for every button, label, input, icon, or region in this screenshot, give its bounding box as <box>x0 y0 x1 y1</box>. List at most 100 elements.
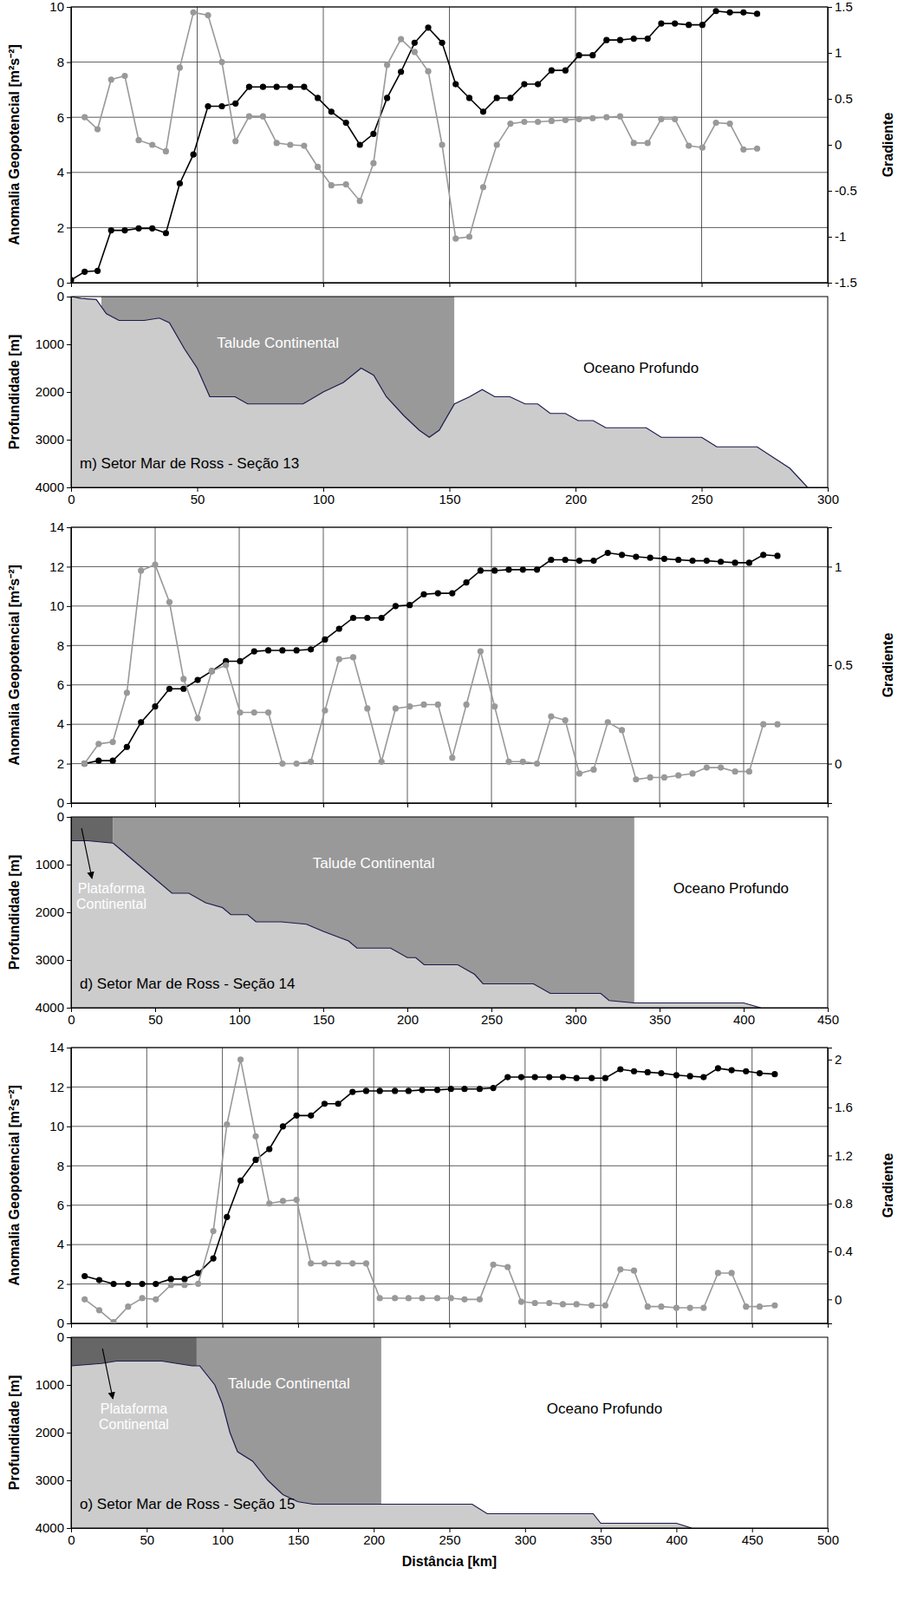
tick-label: 3000 <box>35 951 65 967</box>
data-point <box>81 760 88 767</box>
tick-mark <box>66 1431 72 1433</box>
data-point <box>644 1068 651 1075</box>
arrow <box>81 827 92 878</box>
data-point <box>685 21 692 28</box>
data-point <box>717 764 724 771</box>
region-label: PlataformaContinental <box>76 880 147 911</box>
figure: 0246810-1.5-1-0.500.511.5Anomalia Geopot… <box>0 0 904 1600</box>
y-axis: 0246810 <box>49 0 72 290</box>
data-point <box>223 1213 230 1220</box>
data-point <box>448 1294 455 1301</box>
tick-mark <box>659 802 661 807</box>
tick-label: 2000 <box>35 904 65 919</box>
data-point <box>728 1066 735 1074</box>
tick: 100 <box>212 1527 235 1547</box>
data-point <box>166 598 173 605</box>
tick-mark <box>752 1322 754 1327</box>
grid-line <box>71 683 828 685</box>
data-point <box>438 141 445 148</box>
tick-mark <box>827 190 833 192</box>
data-point <box>377 1294 384 1301</box>
data-point <box>180 675 187 682</box>
tick-label: 8 <box>57 54 65 70</box>
data-point <box>383 61 391 68</box>
data-point <box>279 760 286 767</box>
data-point <box>260 113 267 120</box>
tick-mark <box>66 1164 72 1166</box>
data-point <box>135 225 142 232</box>
data-point <box>435 589 442 596</box>
data-point <box>81 1272 88 1279</box>
tick: 300 <box>514 1527 537 1547</box>
data-point <box>151 561 158 568</box>
data-point <box>364 614 371 621</box>
tick: 50 <box>190 487 206 507</box>
tick-label: 0 <box>57 274 65 290</box>
data-point <box>108 227 115 234</box>
tick: 6 <box>57 1196 72 1212</box>
tick-label: 8 <box>57 1157 65 1173</box>
data-point <box>95 740 102 747</box>
seafloor-line <box>71 296 808 488</box>
tick <box>197 282 199 287</box>
tick-mark <box>146 1322 148 1327</box>
data-point <box>236 708 243 716</box>
tick: 6 <box>57 110 72 125</box>
data-point <box>617 37 624 44</box>
data-point <box>532 1073 539 1080</box>
data-point <box>632 552 639 560</box>
tick: 0 <box>67 487 75 507</box>
grid-line <box>71 565 828 567</box>
data-point <box>293 1112 300 1119</box>
axis-title: Profundidade [m] <box>6 334 22 449</box>
tick <box>298 1322 300 1327</box>
data-point <box>343 119 350 126</box>
plot-frame <box>71 526 828 803</box>
grid-line <box>491 526 493 803</box>
grid-line <box>323 6 325 283</box>
data-point <box>562 716 569 723</box>
tick-label: 150 <box>287 1531 310 1547</box>
data-point <box>699 21 706 28</box>
data-point <box>507 94 514 101</box>
data-point <box>406 601 413 608</box>
data-point <box>343 181 350 188</box>
data-point <box>149 141 156 148</box>
tick-label: 100 <box>312 491 335 507</box>
tick-mark <box>66 117 72 118</box>
axis-title: Anomalia Geopotencial [m²s⁻²] <box>6 1084 22 1286</box>
data-point <box>190 151 197 158</box>
grid <box>71 1047 828 1323</box>
tick-mark <box>407 802 409 807</box>
tick-label: 0 <box>67 491 75 507</box>
tick: 1.2 <box>827 1147 853 1163</box>
tick-mark <box>66 439 72 441</box>
tick-label: 400 <box>733 1011 755 1027</box>
tick: 2 <box>57 755 72 771</box>
tick-label: 6 <box>57 676 65 692</box>
tick-mark <box>66 1283 72 1285</box>
tick-mark <box>827 763 833 765</box>
series-group <box>81 549 781 782</box>
tick <box>155 802 157 807</box>
data-point <box>448 589 456 596</box>
data-point <box>94 125 101 132</box>
data-point <box>138 1280 145 1287</box>
data-point <box>494 141 501 148</box>
tick <box>752 1322 754 1327</box>
data-point <box>286 84 293 91</box>
tick: 8 <box>57 54 72 70</box>
data-point <box>300 142 307 149</box>
data-point <box>378 758 385 765</box>
profile-group <box>71 296 828 488</box>
data-point <box>370 160 377 167</box>
data-point <box>81 760 88 767</box>
tick: 150 <box>438 487 461 507</box>
data-point <box>700 1303 707 1310</box>
tick: 250 <box>438 1527 461 1547</box>
data-point <box>504 1262 511 1269</box>
data-point <box>95 757 102 764</box>
tick: 4000 <box>35 479 72 495</box>
region <box>634 816 828 1008</box>
data-point <box>520 118 527 125</box>
